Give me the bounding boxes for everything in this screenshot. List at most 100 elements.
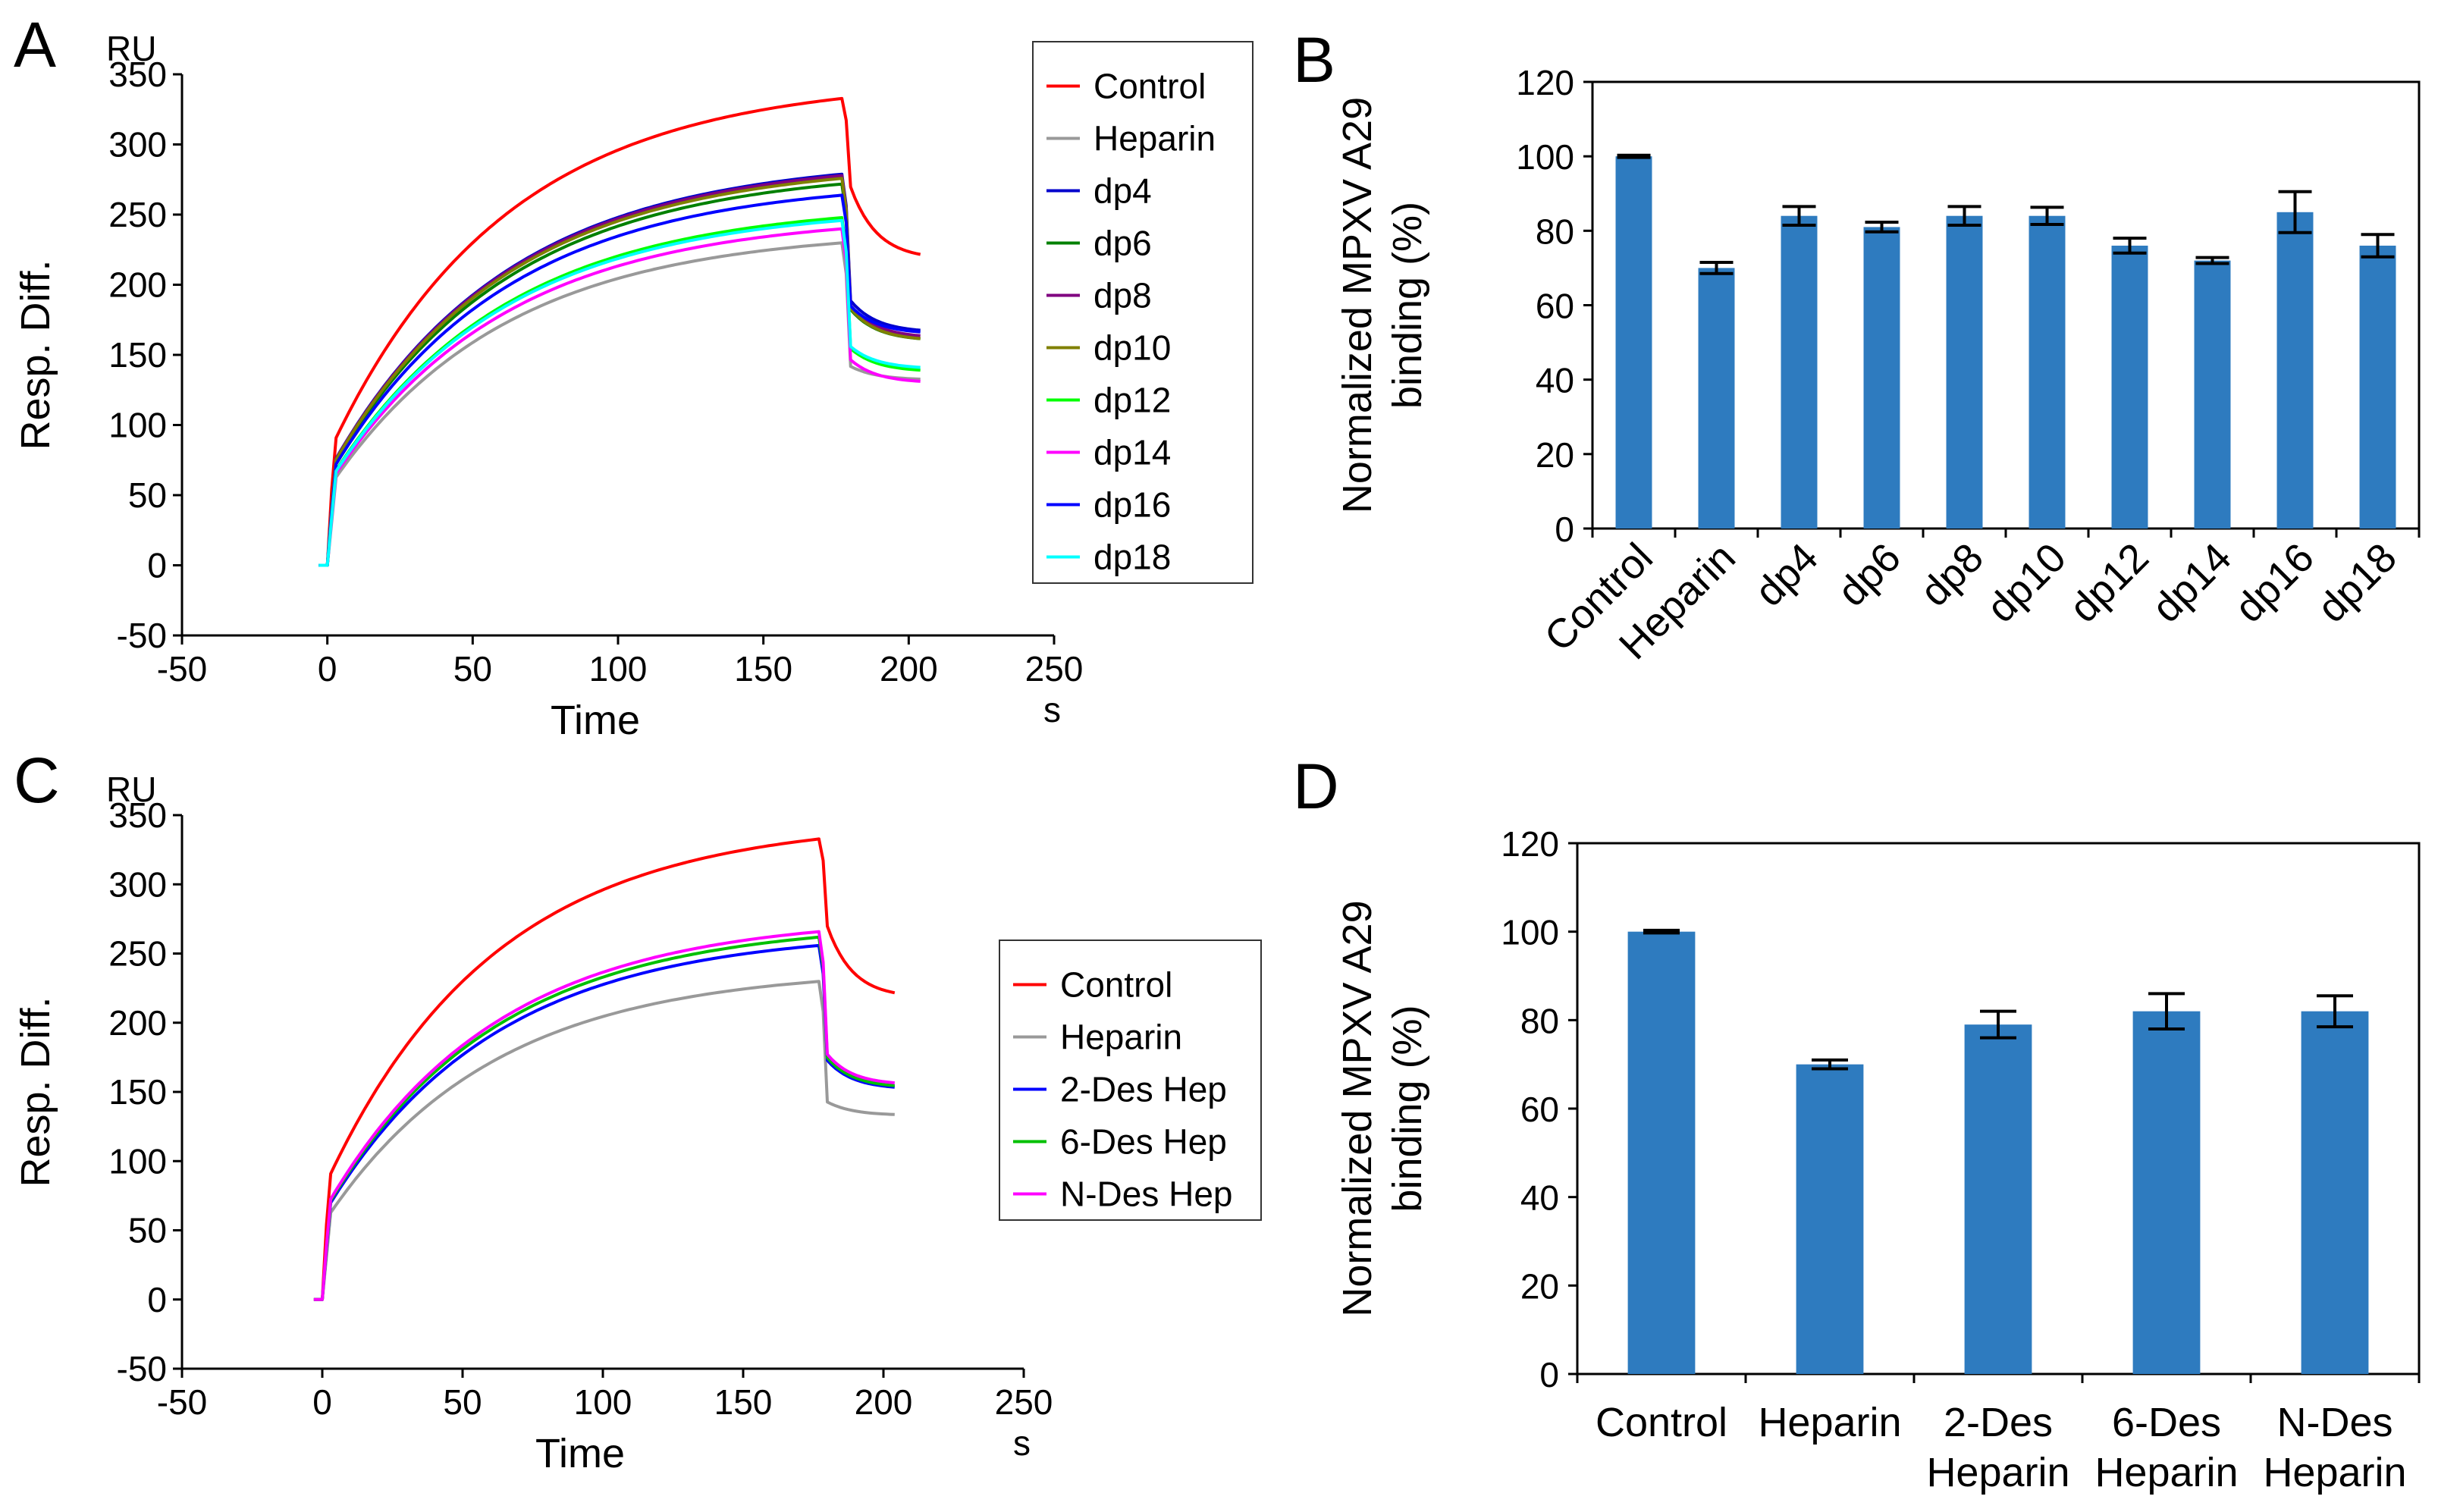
y-tick-label: 300 (108, 125, 167, 165)
x-tick-label: 200 (855, 1382, 913, 1422)
legend-label-dp16: dp16 (1093, 485, 1171, 525)
series-line-dp14 (318, 227, 921, 567)
panel-label-a: A (14, 9, 56, 80)
y-tick-label: 100 (1501, 913, 1559, 952)
y-tick-label: 120 (1501, 824, 1559, 864)
x-tick-label: 50 (443, 1382, 482, 1422)
bar-heparin (1796, 1064, 1864, 1374)
y-tick-label: 40 (1536, 361, 1574, 400)
y-tick-label: 150 (108, 335, 167, 375)
legend-label-dp14: dp14 (1093, 433, 1171, 472)
legend-label-dp4: dp4 (1093, 171, 1152, 211)
y-tick-label: 50 (128, 475, 167, 515)
y-tick-label: 350 (108, 795, 167, 835)
x-tick-label-dp4: dp4 (1746, 535, 1827, 615)
panel-a-sensorgram: -50 0 50 100 150 200 250 300 350 -50 0 50 100 150 200 2… (13, 29, 1254, 743)
x-unit-label: s (1043, 690, 1061, 729)
y-tick-label: 20 (1536, 435, 1574, 475)
bar-control (1627, 931, 1696, 1374)
x-tick-label: 150 (714, 1382, 773, 1422)
y-tick-label: 200 (108, 1003, 167, 1043)
y-tick-label: 150 (108, 1072, 167, 1112)
bar-heparin (1698, 268, 1735, 529)
y-tick-label: 80 (1520, 1001, 1559, 1040)
y-unit-label: RU (106, 770, 156, 809)
x-tick-label: 50 (453, 649, 492, 689)
x-tick-label: 250 (995, 1382, 1053, 1422)
x-tick-label: -50 (157, 649, 207, 689)
series-line-n-des-hep (313, 930, 896, 1301)
y-tick-label: 300 (108, 864, 167, 904)
legend-label-dp8: dp8 (1093, 276, 1152, 315)
y-tick-label: 0 (1539, 1355, 1559, 1394)
x-tick-label-dp10: dp10 (1978, 535, 2075, 631)
x-tick-label-6-des-heparin: 6-Des Heparin (2094, 1400, 2238, 1495)
legend-label-dp6: dp6 (1093, 224, 1152, 263)
series-line-heparin (313, 980, 895, 1301)
y-tick-label: 120 (1516, 63, 1574, 102)
bar-dp14 (2194, 260, 2231, 529)
legend-label-heparin: Heparin (1093, 119, 1216, 158)
x-tick-label-dp6: dp6 (1829, 535, 1909, 615)
y-tick-label: 100 (108, 1141, 167, 1181)
y-unit-label: RU (106, 29, 156, 68)
series-line-control (313, 837, 896, 1301)
y-tick-label: 50 (128, 1211, 167, 1250)
legend-label-heparin: Heparin (1060, 1018, 1182, 1057)
legend-label-control: Control (1093, 67, 1206, 106)
x-tick-label-dp16: dp16 (2226, 535, 2323, 631)
series-line-2-des-hep (313, 943, 895, 1301)
y-tick-label: 100 (1516, 137, 1574, 177)
x-tick-label: 150 (734, 649, 792, 689)
bar-dp6 (1863, 227, 1900, 529)
panel-label-c: C (14, 745, 60, 816)
x-unit-label: s (1013, 1423, 1031, 1463)
series-line-dp16 (318, 193, 921, 567)
x-tick-label-heparin: Heparin (1758, 1400, 1901, 1445)
bar-6-des-heparin (2132, 1011, 2201, 1374)
legend-label-6-des-hep: 6-Des Hep (1060, 1122, 1227, 1162)
y-tick-label: 250 (108, 195, 167, 234)
bar-dp18 (2359, 245, 2396, 529)
panel-d-bar-chart: 0 20 40 60 80 100 120 Control Heparin 2-Des Hepari… (1335, 824, 2421, 1495)
bar-dp12 (2111, 245, 2148, 529)
panel-label-b: B (1293, 24, 1335, 96)
y-tick-label: 0 (1555, 510, 1574, 549)
x-tick-label: 200 (880, 649, 938, 689)
legend-label-dp10: dp10 (1093, 328, 1171, 368)
bar-dp10 (2029, 215, 2066, 529)
bar-2-des-heparin (1964, 1024, 2032, 1374)
y-axis-title: Normalized MPXV A29 binding (%) (1335, 900, 1430, 1316)
y-tick-label: 350 (108, 55, 167, 94)
x-tick-label-2-des-heparin: 2-Des Heparin (1926, 1400, 2069, 1495)
y-tick-label: 60 (1520, 1090, 1559, 1129)
panel-label-d: D (1293, 751, 1339, 822)
series-line-dp18 (318, 218, 921, 567)
y-axis-title: Resp. Diff. (13, 259, 58, 450)
bar-dp4 (1781, 215, 1818, 529)
series-line-heparin (318, 241, 921, 567)
legend-label-control: Control (1060, 965, 1172, 1005)
x-axis-title: Time (535, 1431, 625, 1476)
x-tick-label-dp12: dp12 (2061, 535, 2157, 631)
y-tick-label: 20 (1520, 1266, 1559, 1306)
x-tick-label: -50 (157, 1382, 207, 1422)
x-tick-label-n-des-heparin: N-Des Heparin (2263, 1400, 2406, 1495)
series-line-control (318, 96, 921, 567)
legend-box (999, 940, 1262, 1221)
y-tick-label: 80 (1536, 212, 1574, 251)
y-tick-label: -50 (117, 1349, 167, 1388)
x-tick-label-dp8: dp8 (1912, 535, 1992, 615)
x-tick-label: 250 (1025, 649, 1084, 689)
y-tick-label: 40 (1520, 1178, 1559, 1218)
x-tick-label: 0 (318, 649, 337, 689)
y-tick-label: 0 (147, 546, 167, 585)
y-axis-title: Resp. Diff. (13, 996, 58, 1187)
bar-dp8 (1946, 215, 1983, 529)
bar-dp16 (2276, 212, 2314, 529)
y-tick-label: 250 (108, 934, 167, 974)
series-line-dp10 (318, 177, 921, 567)
series-line-dp4 (318, 172, 921, 567)
